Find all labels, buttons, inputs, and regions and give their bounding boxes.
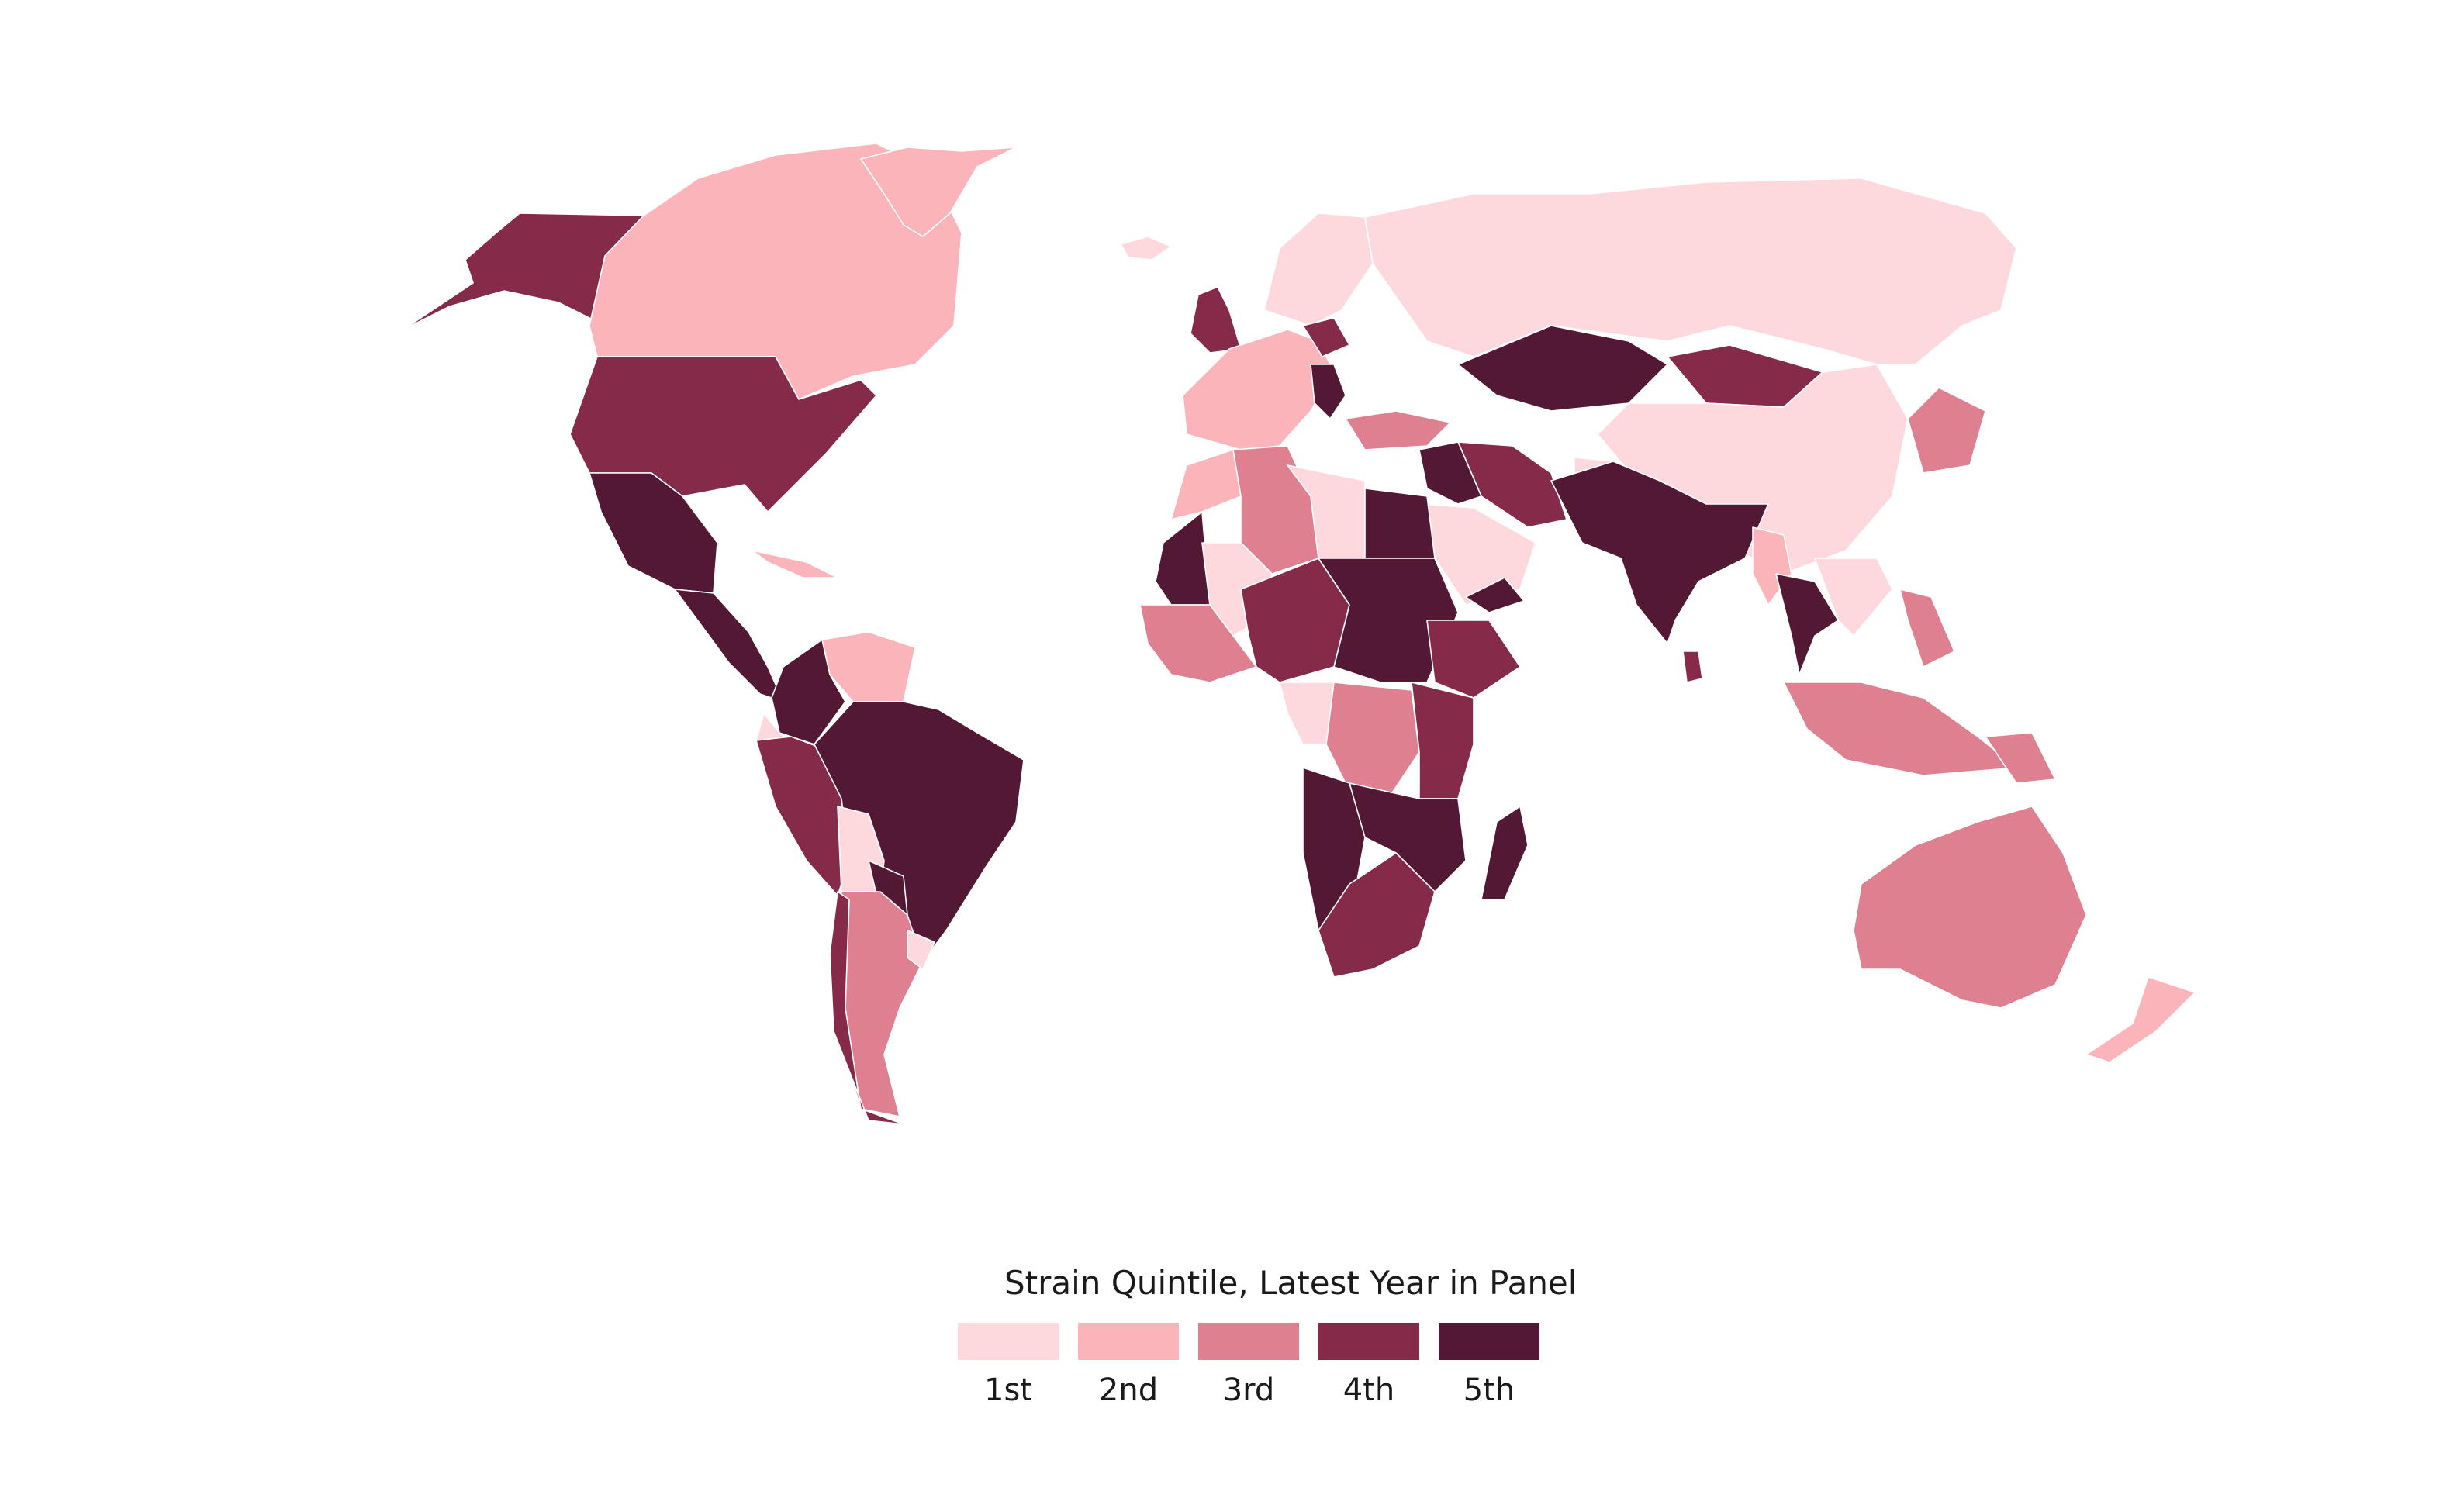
mauritania [1155,511,1211,606]
southeast-asia [1814,558,1893,637]
gabon-congo [1279,682,1335,745]
egypt [1364,488,1436,559]
legend-label-4th: 4th [1342,1372,1395,1408]
turkey [1345,410,1451,450]
scandinavia [1263,212,1374,326]
chad-sudan [1318,558,1459,683]
east-africa [1411,682,1474,799]
philippines [1899,589,1955,668]
yemen [1465,577,1525,613]
world-map [403,143,2196,1125]
legend-label-1st: 1st [984,1372,1032,1408]
thailand [1775,573,1839,675]
new-zealand [2085,976,2196,1063]
madagascar [1481,806,1529,900]
indonesia [1783,682,2017,776]
caribbean [752,550,838,578]
middle-east [1418,441,1482,505]
argentina [837,891,924,1117]
legend-swatch-2nd [1078,1323,1179,1360]
legend-swatch-1st [958,1323,1059,1360]
uruguay [907,930,935,970]
balkans [1310,364,1346,419]
russia [1364,178,2017,365]
united-kingdom [1190,286,1242,354]
iceland [1120,236,1172,261]
zambia-mozambique [1349,782,1467,892]
ethiopia [1426,620,1521,699]
chile [829,891,904,1125]
legend-swatch-5th [1439,1323,1539,1360]
central-america [674,589,784,702]
southern-africa [1318,852,1436,978]
poland [1302,317,1350,357]
kazakhstan [1457,325,1668,412]
legend-label-5th: 5th [1463,1372,1515,1408]
sri-lanka [1682,651,1703,683]
legend-label-2nd: 2nd [1098,1372,1159,1408]
legend-swatch-4th [1318,1323,1419,1360]
greenland [860,147,1017,237]
korea-japan [1907,387,1986,474]
pakistan-india [1550,461,1769,644]
australia [1853,806,2087,1009]
legend-title: Strain Quintile, Latest Year in Panel [1004,1264,1577,1302]
legend-label-3rd: 3rd [1222,1372,1275,1408]
morocco [1170,449,1242,520]
legend-swatch-3rd [1198,1323,1299,1360]
canada [589,143,962,400]
west-africa [1139,604,1257,683]
papua-new-guinea [1985,732,2056,784]
